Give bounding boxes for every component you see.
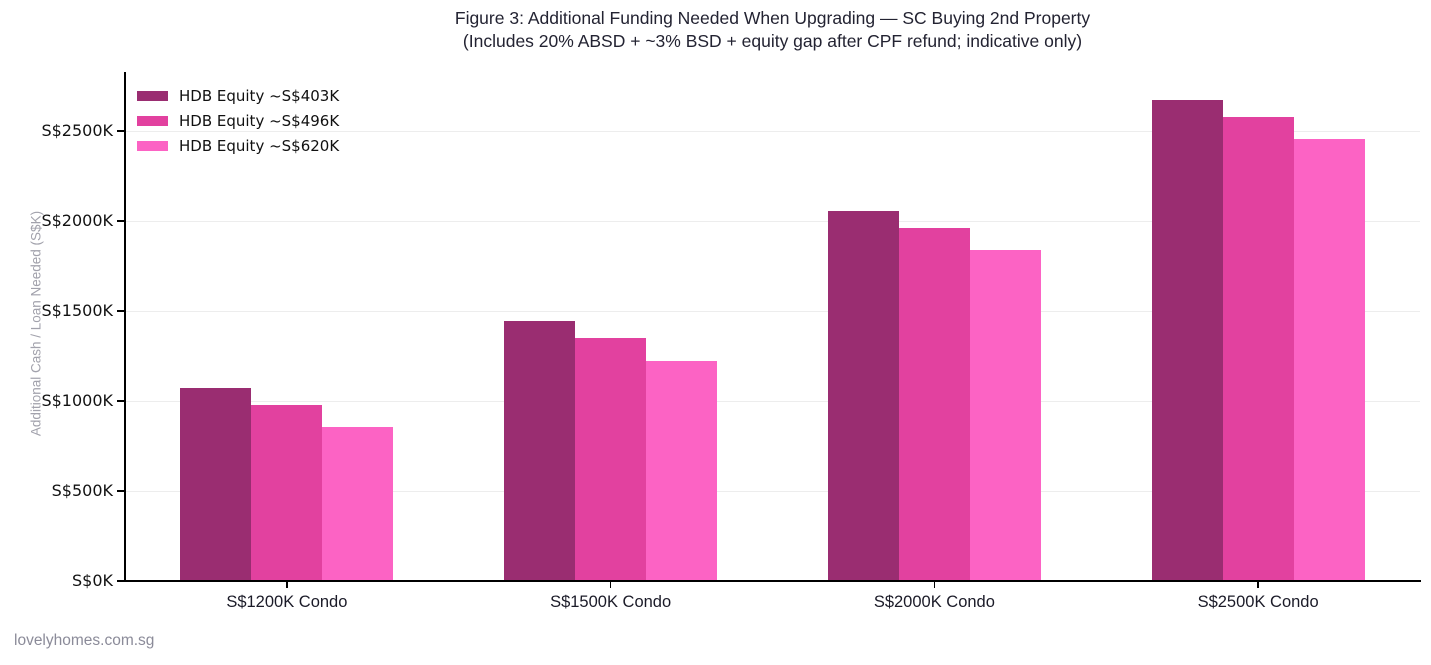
gridline: [125, 130, 1420, 132]
x-tick-label: S$2000K Condo: [873, 593, 995, 611]
legend-item: HDB Equity ~S$620K: [137, 133, 339, 158]
legend-item: HDB Equity ~S$496K: [137, 108, 339, 133]
y-axis-spine: [124, 72, 126, 582]
x-tick-mark: [286, 582, 288, 588]
y-tick-mark: [117, 400, 125, 402]
x-tick-mark: [609, 582, 612, 588]
chart-subtitle: (Includes 20% ABSD + ~3% BSD + equity ga…: [462, 31, 1083, 51]
bar: [827, 210, 899, 581]
legend-label: HDB Equity ~S$620K: [179, 136, 340, 155]
gridline: [125, 220, 1420, 222]
y-tick-mark: [117, 130, 125, 132]
chart-header: Figure 3: Additional Funding Needed When…: [125, 7, 1420, 53]
y-tick-label: S$500K: [51, 480, 113, 500]
legend-swatch: [137, 90, 168, 101]
bar: [180, 387, 252, 581]
x-tick-label: S$1200K Condo: [226, 593, 348, 611]
bar: [251, 404, 323, 581]
chart-title: Figure 3: Additional Funding Needed When…: [454, 8, 1091, 28]
bar: [969, 249, 1041, 581]
legend: HDB Equity ~S$403K HDB Equity ~S$496K HDB …: [137, 83, 339, 158]
legend-label: HDB Equity ~S$403K: [179, 86, 340, 105]
legend-item: HDB Equity ~S$403K: [137, 83, 339, 108]
watermark: lovelyhomes.com.sg: [14, 632, 155, 649]
y-tick-label: S$2000K: [41, 210, 113, 230]
bar: [1151, 100, 1223, 581]
y-tick-label: S$2500K: [41, 120, 113, 140]
gridline: [125, 490, 1420, 492]
bar: [575, 338, 647, 581]
y-tick-label: S$1000K: [41, 390, 113, 410]
bar: [1293, 139, 1365, 581]
bar: [898, 227, 970, 581]
x-tick-label: S$1500K Condo: [550, 593, 672, 611]
legend-swatch: [137, 140, 168, 151]
x-axis-spine: [124, 580, 1421, 582]
bar: [322, 426, 394, 581]
y-tick-mark: [117, 220, 125, 222]
plot-area: HDB Equity ~S$403K HDB Equity ~S$496K HDB …: [125, 72, 1420, 581]
x-tick-mark: [1257, 582, 1259, 588]
legend-label: HDB Equity ~S$496K: [179, 111, 340, 130]
gridline: [125, 310, 1420, 312]
bar: [504, 321, 576, 581]
x-tick-mark: [933, 582, 936, 588]
y-tick-label: S$1500K: [41, 300, 113, 320]
y-tick-mark: [117, 580, 125, 582]
legend-swatch: [137, 115, 168, 126]
gridline: [125, 400, 1420, 402]
y-tick-mark: [117, 490, 125, 492]
x-tick-label: S$2500K Condo: [1197, 593, 1319, 611]
bar: [1222, 116, 1294, 581]
bar: [646, 360, 718, 581]
y-tick-mark: [117, 310, 125, 312]
y-tick-label: S$0K: [71, 570, 113, 590]
